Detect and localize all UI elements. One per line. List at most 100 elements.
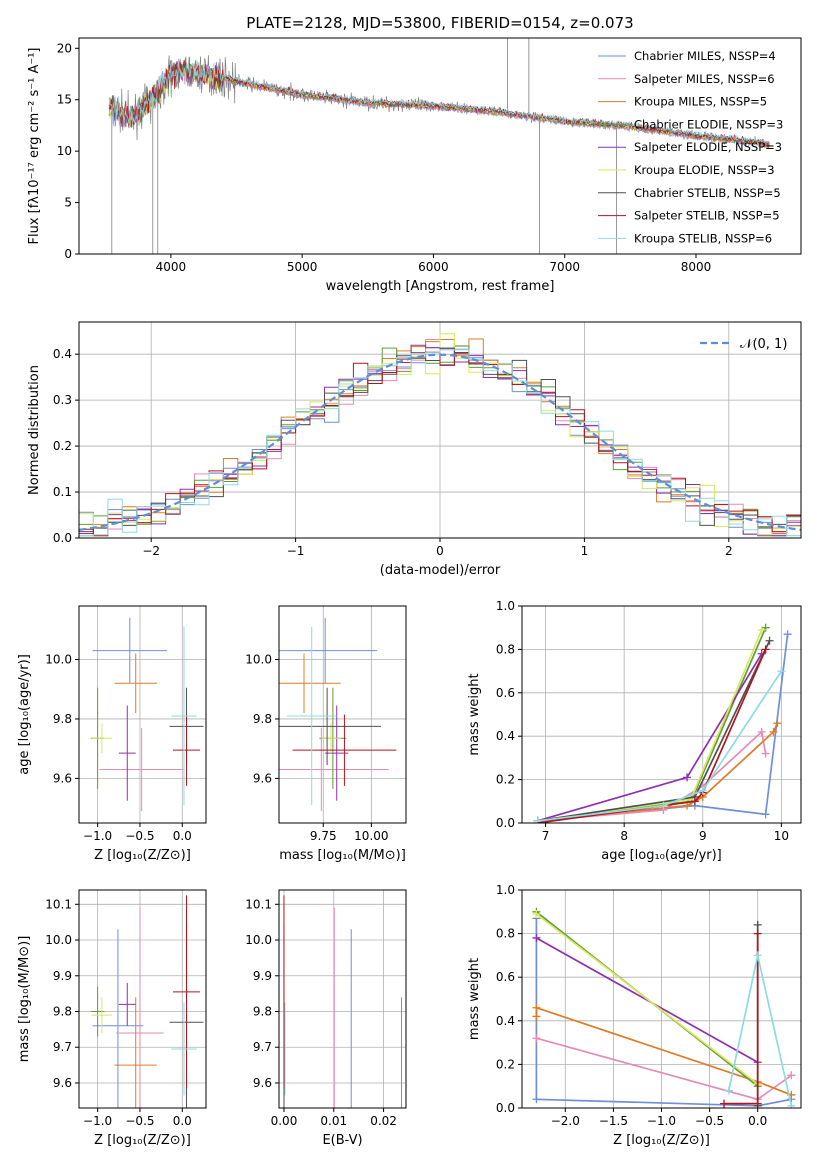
residuals-ytick-label: 0.0 xyxy=(53,531,72,545)
mass-vs-EBV-frame: 0.00 0.01 0.02 9.6 9.7 9.8 9.9 10.0 10.1 E(B-V) xyxy=(245,889,407,1148)
spectrum-frame-box xyxy=(78,37,802,255)
spectrum-frame: 4000 5000 6000 7000 8000 0 5 10 15 20 wavelength [… xyxy=(27,37,802,294)
residual-histogram-line xyxy=(79,351,801,537)
weight-vs-Z-plot-area xyxy=(532,907,796,1108)
weight-vs-age-ytick-label: 0.6 xyxy=(496,686,515,700)
mass-vs-Z-xtick-label: −1.0 xyxy=(83,1114,112,1128)
mass-vs-EBV-ytick-label: 9.9 xyxy=(253,969,272,983)
age-vs-mass-marks xyxy=(279,617,397,812)
weight-vs-Z-xtick-label: −2.0 xyxy=(551,1114,580,1128)
weight-point-marker xyxy=(532,1003,541,1012)
weight-point-marker xyxy=(761,645,770,654)
weight-vs-age-ylabel: mass weight xyxy=(467,673,482,755)
age-vs-Z-ytick-label: 9.8 xyxy=(53,712,72,726)
mass-vs-Z-xlabel: Z [log₁₀(Z/Z⊙)] xyxy=(94,1133,191,1148)
weight-point-marker xyxy=(753,1099,762,1108)
residuals-marks xyxy=(79,333,801,537)
weight-point-marker xyxy=(753,951,762,960)
weight-point-marker xyxy=(753,920,762,929)
mass-vs-EBV-plot-area xyxy=(283,895,403,1108)
weight-vs-age-plot-area xyxy=(533,623,792,823)
weight-vs-age-axes xyxy=(522,605,801,824)
weight-point-marker xyxy=(690,797,699,806)
mass-vs-Z-ytick-label: 10.0 xyxy=(45,933,72,947)
spectrum-plot-area xyxy=(108,38,770,254)
spectrum-xtick-label: 4000 xyxy=(156,260,187,274)
weight-point-marker xyxy=(769,727,778,736)
spectrum-model-line xyxy=(108,59,770,144)
weight-point-marker xyxy=(761,749,770,758)
mass-vs-EBV-xtick-label: 0.01 xyxy=(320,1114,347,1128)
mass-vs-Z-frame: −1.0 −0.5 0.0 9.6 9.7 9.8 9.9 10.0 10.1 Z [log₁₀(… xyxy=(17,889,207,1148)
weight-series-line xyxy=(537,629,763,822)
mass-vs-EBV-frame-box xyxy=(278,889,407,1109)
mass-vs-Z-xtick-label: 0.0 xyxy=(173,1114,192,1128)
residuals-plot-area xyxy=(79,333,801,537)
age-vs-mass-frame-box xyxy=(278,605,407,824)
residuals-ytick-label: 0.3 xyxy=(53,393,72,407)
weight-vs-age-frame-box xyxy=(521,605,802,824)
mass-vs-Z-ytick-label: 9.9 xyxy=(53,969,72,983)
age-vs-Z-frame: −1.0 −0.5 0.0 9.6 9.8 10.0 Z [log₁₀(Z/Z⊙)] age … xyxy=(17,605,207,863)
weight-point-marker xyxy=(720,1099,729,1108)
weight-vs-age-xtick-label: 7 xyxy=(542,829,550,843)
weight-vs-Z-ytick-label: 0.8 xyxy=(496,927,515,941)
spectrum-ytick-label: 10 xyxy=(57,144,72,158)
spectrum-xtick-label: 5000 xyxy=(287,260,318,274)
age-vs-Z-xtick-label: −0.5 xyxy=(125,829,154,843)
weight-series-line xyxy=(537,640,771,822)
spectrum-ytick-label: 5 xyxy=(64,196,72,210)
mass-vs-EBV-xtick-label: 0.00 xyxy=(271,1114,298,1128)
legend-entry: Chabrier MILES, NSSP=4 xyxy=(634,49,776,63)
age-vs-Z-ytick-label: 10.0 xyxy=(45,653,72,667)
spectrum-xlabel: wavelength [Angstrom, rest frame] xyxy=(326,279,555,294)
weight-vs-Z-ytick-label: 0.4 xyxy=(496,1014,515,1028)
residuals-ytick-label: 0.1 xyxy=(53,485,72,499)
weight-vs-Z-xtick-label: −1.5 xyxy=(599,1114,628,1128)
legend-entry: Kroupa ELODIE, NSSP=3 xyxy=(634,163,775,177)
weight-point-marker xyxy=(532,909,541,918)
weight-vs-age-xtick-label: 9 xyxy=(699,829,707,843)
weight-vs-Z-axes xyxy=(522,889,801,1109)
weight-series-line xyxy=(537,627,767,822)
weight-vs-age-ytick-label: 0.4 xyxy=(496,729,515,743)
weight-vs-Z-xtick-label: −1.0 xyxy=(647,1114,676,1128)
legend-entry: Salpeter ELODIE, NSSP=3 xyxy=(634,140,782,154)
spectrum-ylabel: Flux [fλ10⁻¹⁷ erg cm⁻² s⁻¹ A⁻¹] xyxy=(27,48,42,245)
spectrum-xtick-label: 6000 xyxy=(418,260,449,274)
weight-vs-age-ytick-label: 0.0 xyxy=(496,816,515,830)
age-vs-Z-marks xyxy=(90,617,204,812)
age-vs-Z-xtick-label: −1.0 xyxy=(83,829,112,843)
age-vs-mass-xtick-label: 9.75 xyxy=(310,829,337,843)
weight-vs-Z-ylabel: mass weight xyxy=(467,958,482,1040)
weight-vs-age-ytick-label: 0.8 xyxy=(496,642,515,656)
residuals-xtick-label: 1 xyxy=(581,544,589,558)
residuals-xlabel: (data-model)/error xyxy=(380,563,501,578)
weight-vs-Z-ytick-label: 0.2 xyxy=(496,1057,515,1071)
weight-vs-Z-ytick-label: 0.0 xyxy=(496,1101,515,1115)
weight-vs-Z-xtick-label: −0.5 xyxy=(695,1114,724,1128)
age-vs-mass-ytick-label: 9.8 xyxy=(253,712,272,726)
residuals-xtick-label: 2 xyxy=(725,544,733,558)
weight-point-marker xyxy=(532,1012,541,1021)
age-vs-Z-plot-area xyxy=(90,617,204,812)
weight-point-marker xyxy=(659,801,668,810)
mass-vs-EBV-ytick-label: 10.0 xyxy=(245,933,272,947)
age-vs-mass-frame: 9.75 10.00 9.6 9.8 10.0 mass [log₁₀(M/M⊙)] xyxy=(245,605,407,863)
mass-vs-EBV-ytick-label: 9.6 xyxy=(253,1076,272,1090)
spectrum-model-line xyxy=(108,59,770,148)
weight-point-marker xyxy=(533,816,542,823)
weight-vs-age-marks xyxy=(533,623,792,823)
spectrum-ytick-label: 0 xyxy=(64,247,72,261)
legend-entry: 𝒩(0, 1) xyxy=(740,337,787,352)
mass-vs-Z-ytick-label: 9.8 xyxy=(53,1005,72,1019)
weight-series-line xyxy=(537,653,763,822)
residuals-xtick-label: −1 xyxy=(287,544,305,558)
mass-vs-Z-frame-box xyxy=(78,889,207,1109)
weight-vs-Z-xlabel: Z [log₁₀(Z/Z⊙)] xyxy=(613,1133,710,1148)
weight-vs-Z-ytick-label: 1.0 xyxy=(496,883,515,897)
mass-vs-EBV-ytick-label: 9.7 xyxy=(253,1040,272,1054)
residuals-ytick-label: 0.2 xyxy=(53,439,72,453)
weight-point-marker xyxy=(698,786,707,795)
age-vs-Z-xlabel: Z [log₁₀(Z/Z⊙)] xyxy=(94,848,191,863)
